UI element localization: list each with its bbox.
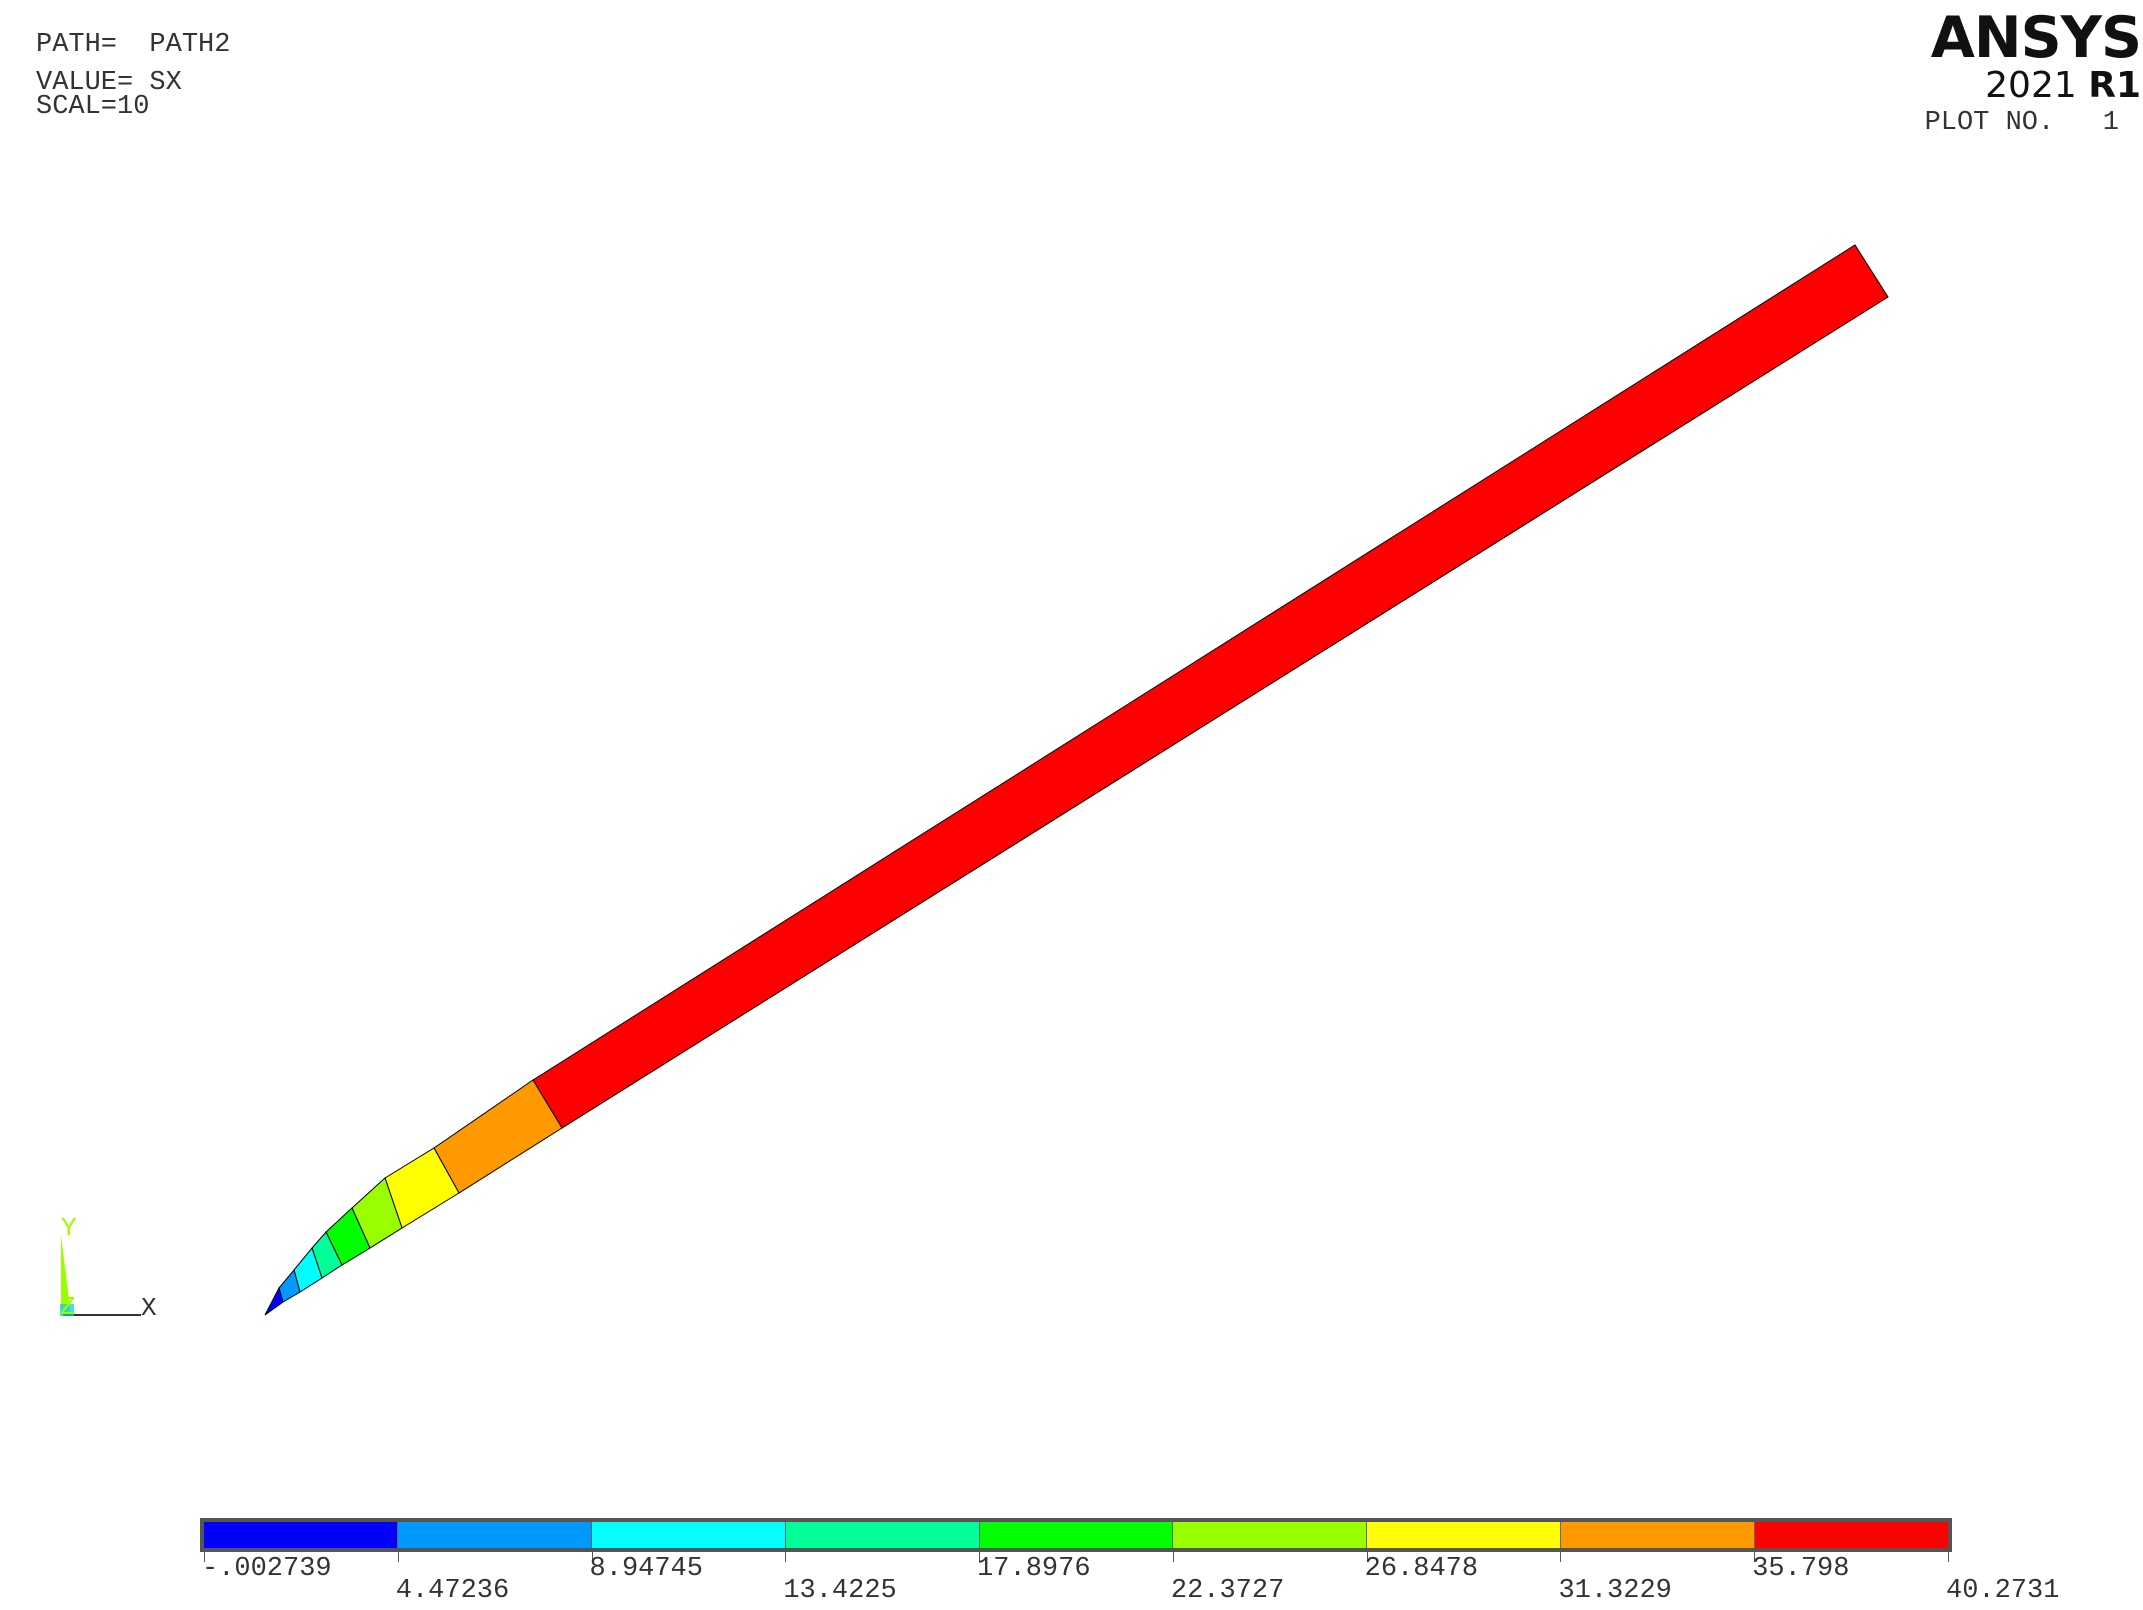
legend-tick bbox=[1366, 1552, 1368, 1562]
legend-tick bbox=[785, 1552, 787, 1562]
legend-swatch bbox=[204, 1522, 397, 1548]
legend-tick bbox=[1754, 1552, 1756, 1562]
contour-band-orange bbox=[433, 1079, 563, 1194]
legend-tick bbox=[204, 1552, 205, 1562]
path-label: PATH= PATH2 bbox=[36, 30, 231, 60]
legend-tick bbox=[591, 1552, 593, 1562]
plot-info: PATH= PATH2 VALUE= SX SCAL=10 bbox=[36, 30, 230, 122]
scale-label: SCAL=10 bbox=[36, 92, 150, 122]
triad-z-label: Z bbox=[60, 1292, 76, 1322]
legend-swatch bbox=[978, 1522, 1173, 1548]
triad-y-arrow bbox=[61, 1235, 71, 1315]
legend-value-label: 8.94745 bbox=[589, 1554, 703, 1584]
legend-swatch bbox=[1754, 1522, 1949, 1548]
brand-name: ANSYS bbox=[1930, 5, 2142, 71]
legend-value-label: -.002739 bbox=[202, 1554, 332, 1584]
legend-value-label: 40.2731 bbox=[1946, 1576, 2060, 1606]
legend-swatch bbox=[784, 1522, 979, 1548]
legend-swatch bbox=[1560, 1522, 1755, 1548]
legend-tick bbox=[1172, 1552, 1174, 1562]
triad-origin bbox=[60, 1304, 74, 1316]
legend-value-label: 35.798 bbox=[1752, 1554, 1850, 1584]
legend-tick bbox=[397, 1552, 399, 1562]
legend-color-bar bbox=[204, 1522, 1949, 1548]
contour-band-blue bbox=[264, 1286, 284, 1316]
ansys-logo: ANSYS 2021 R1 bbox=[1930, 5, 2142, 106]
legend-value-label: 26.8478 bbox=[1364, 1554, 1479, 1584]
brand-version: 2021 R1 bbox=[1931, 66, 2141, 106]
value-label: VALUE= SX bbox=[36, 68, 182, 98]
legend-frame bbox=[200, 1518, 1952, 1552]
legend-value-label: 13.4225 bbox=[783, 1576, 897, 1606]
version-release: R1 bbox=[2088, 65, 2141, 106]
legend-tick bbox=[979, 1552, 981, 1562]
legend-swatch bbox=[396, 1522, 591, 1548]
legend-tick bbox=[1948, 1552, 1949, 1562]
legend-swatch bbox=[590, 1522, 785, 1548]
version-year: 2021 bbox=[1985, 65, 2077, 106]
legend-value-label: 4.47236 bbox=[395, 1576, 510, 1606]
triad-x-label: X bbox=[141, 1293, 157, 1323]
triad-y-label: Y bbox=[61, 1213, 77, 1243]
legend-value-label: 17.8976 bbox=[977, 1554, 1091, 1584]
legend-swatch bbox=[1172, 1522, 1367, 1548]
plot-number: PLOT NO. 1 bbox=[1924, 108, 2119, 138]
legend-swatch bbox=[1366, 1522, 1561, 1548]
contour-legend: -.002739 4.47236 8.94745 13.4225 17.8976 22.3… bbox=[200, 1518, 2059, 1606]
legend-tick bbox=[1560, 1552, 1562, 1562]
coordinate-triad: Y Z X bbox=[60, 1213, 157, 1323]
contour-band-red bbox=[532, 244, 1889, 1129]
legend-value-label: 22.3727 bbox=[1170, 1576, 1285, 1606]
legend-value-label: 31.3229 bbox=[1558, 1576, 1672, 1606]
